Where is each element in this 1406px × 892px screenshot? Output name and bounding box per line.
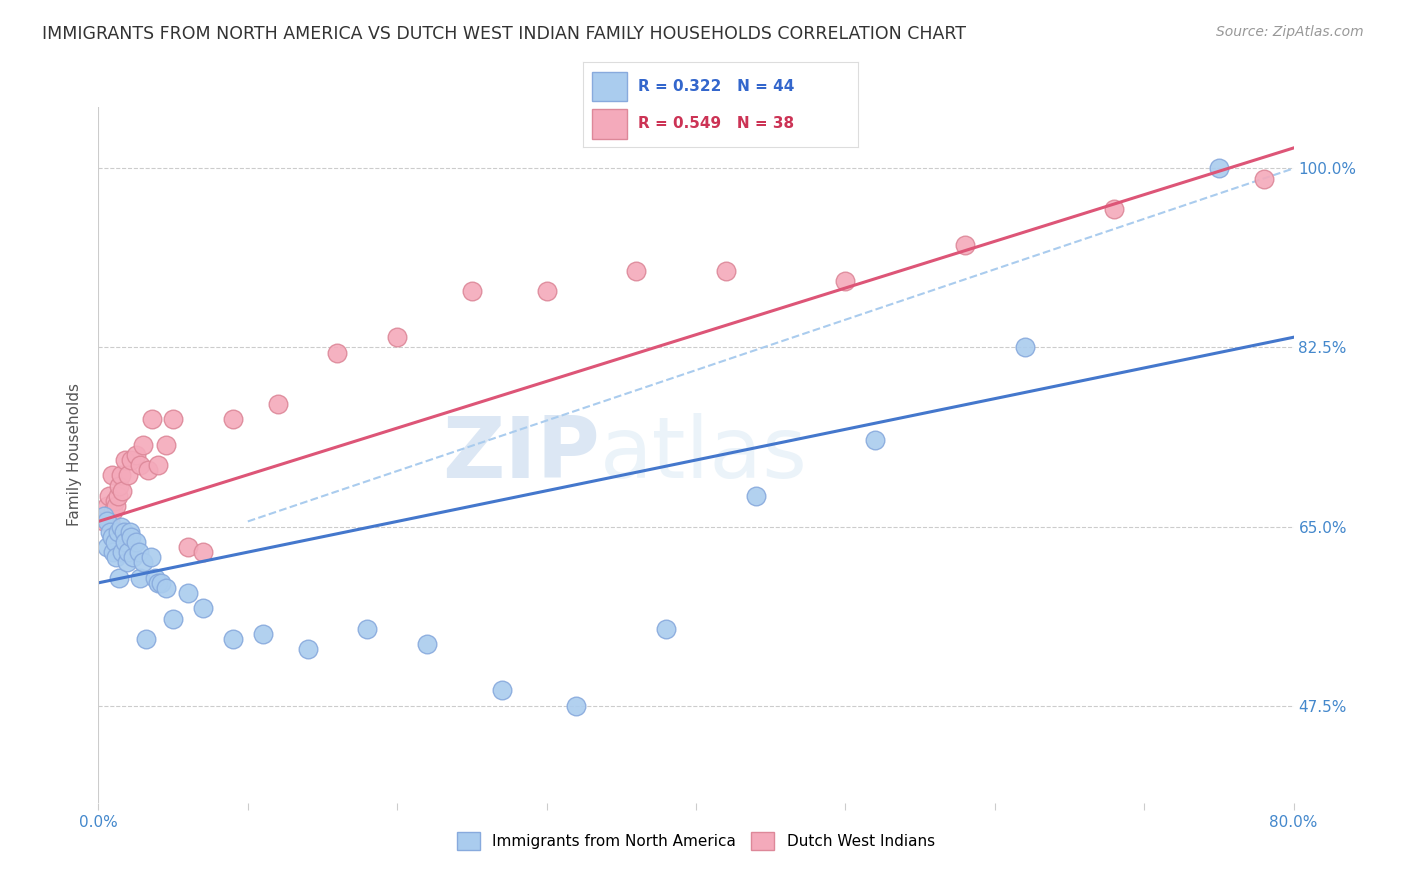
Point [94, 509, 117, 524]
Text: R = 0.322   N = 44: R = 0.322 N = 44 [638, 78, 794, 94]
Point [105, 499, 128, 513]
FancyBboxPatch shape [592, 109, 627, 139]
Point [110, 519, 132, 533]
Point [105, 550, 128, 565]
Point [162, 412, 184, 426]
Point [865, 433, 887, 447]
Point [111, 545, 134, 559]
Point [148, 575, 170, 590]
Text: Source: ZipAtlas.com: Source: ZipAtlas.com [1216, 25, 1364, 39]
Point [132, 555, 155, 569]
Point [114, 453, 136, 467]
Point [191, 601, 214, 615]
Point [565, 698, 588, 713]
Point [103, 504, 125, 518]
Point [120, 453, 142, 467]
Point [141, 412, 163, 426]
Point [1014, 341, 1036, 355]
Point [416, 637, 439, 651]
Point [120, 530, 142, 544]
Point [714, 264, 737, 278]
Point [98, 524, 122, 539]
Point [385, 330, 409, 344]
Point [177, 540, 200, 554]
Y-axis label: Family Households: Family Households [67, 384, 83, 526]
Point [356, 622, 378, 636]
Text: atlas: atlas [600, 413, 808, 497]
Point [155, 438, 177, 452]
Point [191, 545, 214, 559]
Point [834, 274, 856, 288]
Point [117, 468, 139, 483]
Point [461, 284, 484, 298]
Point [139, 550, 162, 565]
Point [132, 438, 155, 452]
Point [655, 622, 678, 636]
Point [118, 524, 141, 539]
Point [129, 571, 152, 585]
Point [97, 489, 120, 503]
Point [112, 524, 135, 539]
Point [96, 540, 118, 554]
Point [128, 545, 150, 559]
Point [108, 478, 131, 492]
Point [626, 264, 648, 278]
Point [143, 571, 166, 585]
Point [111, 483, 134, 498]
Point [125, 535, 148, 549]
Point [326, 345, 349, 359]
Point [114, 535, 136, 549]
Point [297, 642, 319, 657]
Point [1208, 161, 1230, 176]
Text: R = 0.549   N = 38: R = 0.549 N = 38 [638, 116, 794, 131]
Point [536, 284, 558, 298]
Point [103, 545, 125, 559]
Point [135, 632, 157, 646]
Point [1104, 202, 1126, 217]
Text: IMMIGRANTS FROM NORTH AMERICA VS DUTCH WEST INDIAN FAMILY HOUSEHOLDS CORRELATION: IMMIGRANTS FROM NORTH AMERICA VS DUTCH W… [42, 25, 966, 43]
Point [104, 535, 127, 549]
Point [745, 489, 768, 503]
Point [107, 489, 129, 503]
Point [491, 683, 513, 698]
Point [96, 515, 118, 529]
Point [110, 468, 132, 483]
Point [91, 515, 114, 529]
Point [121, 550, 143, 565]
Point [96, 499, 118, 513]
Point [101, 468, 124, 483]
FancyBboxPatch shape [592, 71, 627, 102]
Point [108, 571, 131, 585]
Point [150, 575, 173, 590]
Point [162, 612, 184, 626]
Legend: Immigrants from North America, Dutch West Indians: Immigrants from North America, Dutch Wes… [450, 824, 942, 858]
Point [252, 627, 274, 641]
Point [136, 463, 159, 477]
Point [177, 586, 200, 600]
Point [1253, 171, 1275, 186]
Point [129, 458, 152, 472]
Point [98, 515, 122, 529]
Point [104, 494, 127, 508]
Point [222, 412, 245, 426]
Point [155, 581, 177, 595]
Point [93, 509, 115, 524]
Point [222, 632, 245, 646]
Point [101, 530, 124, 544]
Text: ZIP: ZIP [443, 413, 600, 497]
Point [267, 397, 290, 411]
Point [107, 524, 129, 539]
Point [125, 448, 148, 462]
Point [115, 555, 138, 569]
Point [148, 458, 170, 472]
Point [117, 545, 139, 559]
Point [953, 238, 976, 252]
